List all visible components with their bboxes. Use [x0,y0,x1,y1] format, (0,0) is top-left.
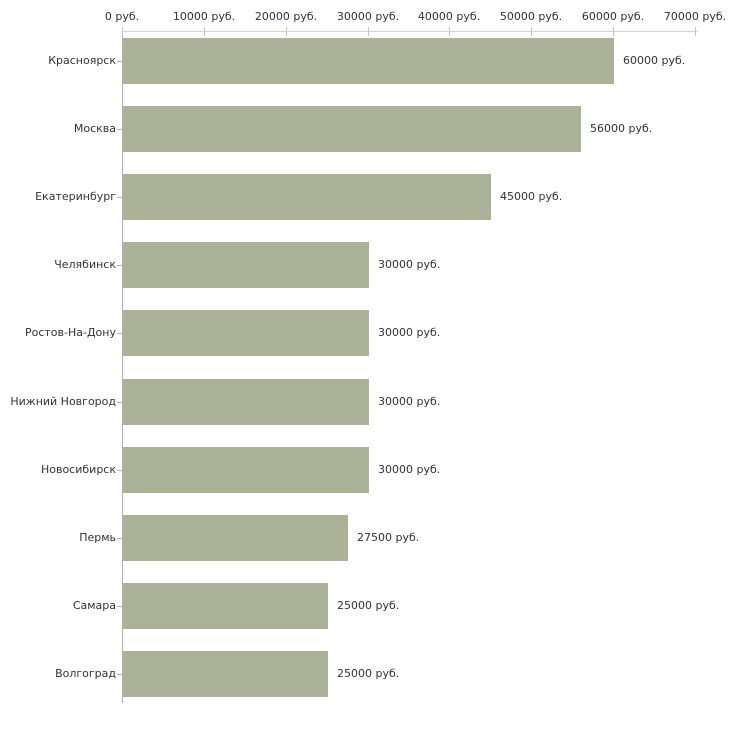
category-tick-mark [117,197,122,198]
category-label: Нижний Новгород [10,395,116,408]
bar [123,583,328,629]
axis-tick-label: 10000 руб. [172,10,236,23]
category-label: Челябинск [54,258,116,271]
axis-tick-mark [613,27,614,36]
value-label: 30000 руб. [378,258,441,271]
category-label: Екатеринбург [35,190,116,203]
bar [123,310,369,356]
category-tick-mark [117,538,122,539]
value-label: 60000 руб. [623,54,686,67]
axis-tick-mark [204,27,205,36]
bar [123,379,369,425]
bar [123,174,491,220]
axis-tick-mark [695,27,696,36]
bar [123,242,369,288]
category-tick-mark [117,606,122,607]
category-label: Пермь [79,531,116,544]
category-label: Москва [73,122,116,135]
axis-tick-label: 50000 руб. [499,10,563,23]
category-tick-mark [117,402,122,403]
value-label: 25000 руб. [337,667,400,680]
category-tick-mark [117,470,122,471]
axis-tick-mark [368,27,369,36]
category-label: Волгоград [55,667,116,680]
axis-tick-label: 20000 руб. [254,10,318,23]
category-label: Ростов-На-Дону [24,326,116,339]
category-tick-mark [117,333,122,334]
axis-tick-label: 60000 руб. [581,10,645,23]
value-label: 30000 руб. [378,326,441,339]
axis-tick-label: 0 руб. [104,10,140,23]
axis-tick-label: 70000 руб. [663,10,727,23]
bar [123,651,328,697]
bar [123,447,369,493]
category-tick-mark [117,265,122,266]
value-label: 45000 руб. [500,190,563,203]
axis-tick-label: 30000 руб. [336,10,400,23]
value-label: 56000 руб. [590,122,653,135]
value-label: 27500 руб. [357,531,420,544]
axis-tick-label: 40000 руб. [417,10,481,23]
bar [123,38,614,84]
category-label: Самара [72,599,116,612]
value-label: 25000 руб. [337,599,400,612]
axis-tick-mark [286,27,287,36]
value-label: 30000 руб. [378,395,441,408]
category-tick-mark [117,129,122,130]
category-tick-mark [117,61,122,62]
category-label: Красноярск [48,54,116,67]
value-axis-line [122,31,698,32]
bar [123,515,348,561]
axis-tick-mark [122,27,123,36]
bar [123,106,581,152]
axis-tick-mark [449,27,450,36]
category-tick-mark [117,674,122,675]
category-axis-line [122,31,123,703]
value-label: 30000 руб. [378,463,441,476]
category-label: Новосибирск [40,463,116,476]
axis-tick-mark [531,27,532,36]
